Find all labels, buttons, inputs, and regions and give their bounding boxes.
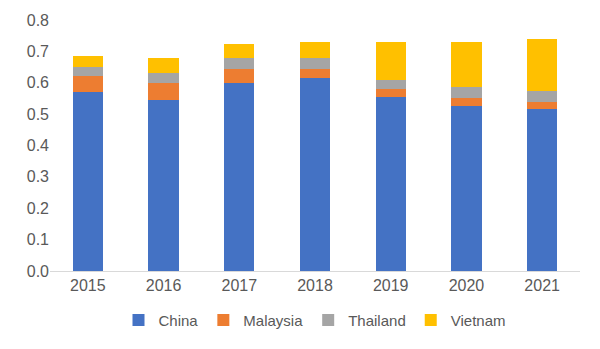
svg-text:2020: 2020 bbox=[449, 277, 485, 294]
svg-text:Vietnam: Vietnam bbox=[451, 312, 506, 329]
svg-text:2016: 2016 bbox=[146, 277, 182, 294]
svg-text:0.1: 0.1 bbox=[27, 231, 49, 248]
svg-text:2015: 2015 bbox=[70, 277, 106, 294]
svg-text:0.7: 0.7 bbox=[27, 43, 49, 60]
svg-text:2017: 2017 bbox=[221, 277, 257, 294]
svg-text:0.2: 0.2 bbox=[27, 200, 49, 217]
svg-text:0.4: 0.4 bbox=[27, 137, 49, 154]
svg-text:Malaysia: Malaysia bbox=[243, 312, 303, 329]
svg-text:0.3: 0.3 bbox=[27, 168, 49, 185]
svg-text:China: China bbox=[159, 312, 199, 329]
svg-text:Thailand: Thailand bbox=[348, 312, 406, 329]
svg-text:0.5: 0.5 bbox=[27, 106, 49, 123]
svg-text:2019: 2019 bbox=[373, 277, 409, 294]
svg-text:0.0: 0.0 bbox=[27, 263, 49, 280]
svg-text:0.8: 0.8 bbox=[27, 12, 49, 29]
svg-text:2021: 2021 bbox=[524, 277, 560, 294]
svg-text:2018: 2018 bbox=[297, 277, 333, 294]
svg-text:0.6: 0.6 bbox=[27, 74, 49, 91]
